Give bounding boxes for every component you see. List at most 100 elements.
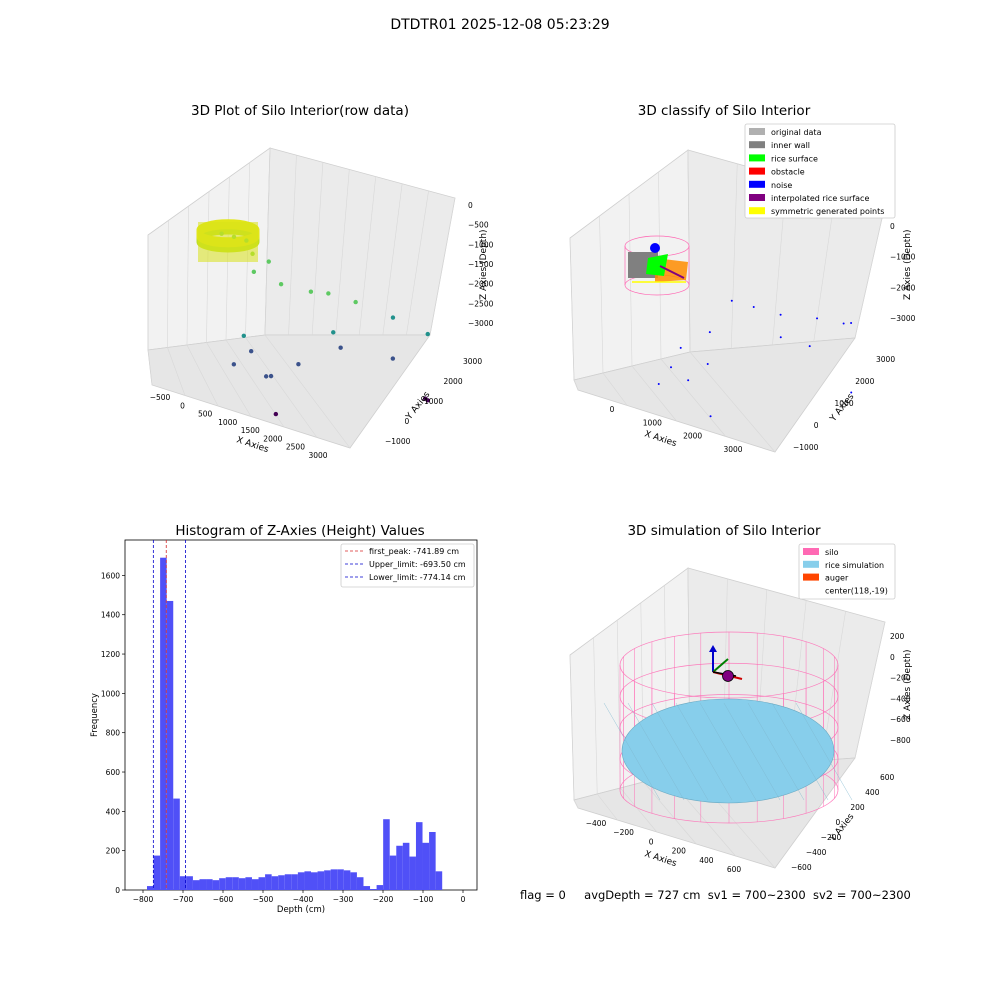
- panel3-title: Histogram of Z-Axies (Height) Values: [175, 523, 425, 539]
- panel4-legend-swatch: [803, 560, 819, 568]
- panel2-silo-cluster: [624, 235, 690, 296]
- panel4-x-tick-label: 600: [727, 865, 742, 874]
- panel3-y-tick-label: 1600: [101, 571, 120, 580]
- panel2-noise-point: [779, 336, 782, 339]
- panel3-bar: [343, 870, 351, 890]
- panel1-x-tick-label: 3000: [308, 451, 327, 460]
- panel3-bar: [245, 877, 252, 890]
- panel2-legend-label: inner wall: [771, 141, 810, 150]
- panel3-bar: [147, 886, 154, 890]
- panel1-y-tick-label: 1000: [424, 397, 443, 406]
- panel1-data-point: [263, 374, 269, 379]
- panel4-z-tick-label: −400: [890, 694, 911, 703]
- panel1-z-label: Z Axies (Depth): [479, 229, 489, 300]
- panel1-z-ticks: 0 −500 −1000 −1500 −2000 −2500 −3000: [468, 201, 494, 328]
- panel2-noise-point: [657, 383, 660, 386]
- panel4-y-tick-label: −400: [806, 848, 827, 857]
- panel1-x-tick-label: −500: [150, 393, 171, 402]
- panel3-bar: [435, 871, 443, 890]
- panel4-x-ticks: −400 −200 0 200 400 600: [586, 819, 742, 874]
- panel2-noise-point: [752, 305, 755, 308]
- panel4-rice-mesh: [603, 702, 853, 801]
- panel1-data-point: [326, 291, 331, 296]
- panel3-y-tick-label: 1000: [101, 689, 120, 698]
- status-sv2: sv2 = 700~2300: [812, 888, 911, 902]
- panel3-bar: [402, 842, 410, 890]
- panel4-legend-label: rice simulation: [825, 561, 884, 570]
- panel2-y-tick-label: 3000: [876, 355, 895, 364]
- panel3-legend-label: first_peak: -741.89 cm: [369, 547, 459, 556]
- panel4-x-tick-label: 400: [699, 856, 714, 865]
- panel3-x-tick-label: −300: [333, 895, 354, 904]
- panel4-x-tick-label: −200: [613, 828, 634, 837]
- panel2-noise-point: [730, 299, 733, 302]
- panel1-data-point: [249, 349, 254, 354]
- panel1-data-point: [250, 251, 255, 256]
- panel2-noise-point: [706, 363, 709, 366]
- panel1-x-tick-label: 1500: [241, 426, 260, 435]
- panel3-bar: [429, 831, 436, 890]
- panel1-data-point: [278, 281, 284, 287]
- panel1-data-point: [244, 238, 249, 243]
- panel1-z-tick-label: −3000: [468, 319, 494, 328]
- panel3-x-tick-label: −200: [373, 895, 394, 904]
- panel3-bar: [232, 877, 239, 890]
- panel2-x-tick-label: 2000: [683, 432, 702, 441]
- panel2-z-ticks: 0 −1000 −2000 −3000: [890, 222, 916, 323]
- panel1-z-tick-label: 0: [468, 201, 473, 210]
- panel3-bar: [356, 877, 364, 890]
- panel1-title: 3D Plot of Silo Interior(row data): [191, 103, 409, 119]
- panel3-x-tick-label: −400: [293, 895, 314, 904]
- panel4-legend-label: center(118,-19): [825, 586, 888, 595]
- panel4-y-tick-label: 400: [865, 788, 880, 797]
- panel2-legend-swatch: [749, 180, 765, 188]
- panel4-y-tick-label: 600: [880, 773, 895, 782]
- panel3-bar: [376, 885, 384, 890]
- panel3-bar: [219, 878, 226, 890]
- panel2-legend-swatch: [749, 167, 765, 175]
- panel2-y-tick-label: 1000: [835, 399, 854, 408]
- panel3-bar: [212, 880, 220, 890]
- panel3-bar: [238, 878, 246, 890]
- panel2-x-ticks: 0 1000 2000 3000: [610, 405, 743, 454]
- panel3-bar: [153, 855, 161, 890]
- panel1-y-tick-label: 0: [405, 417, 410, 426]
- panel3-bar: [363, 886, 371, 890]
- panel4-x-tick-label: −400: [586, 819, 607, 828]
- panel3-bar: [173, 798, 180, 890]
- panel3-bar: [160, 557, 167, 890]
- panel3-bar: [317, 871, 325, 890]
- panel1-data-point: [296, 362, 301, 367]
- panel2-legend-label: interpolated rice surface: [771, 194, 869, 203]
- panel2-x-tick-label: 3000: [723, 445, 742, 454]
- panel3-bar: [225, 877, 233, 890]
- panel2-legend: original data inner wall rice surface obsta…: [744, 123, 896, 219]
- panel1-data-point: [425, 331, 430, 337]
- panel1-data-point: [273, 411, 279, 417]
- panel4-y-tick-label: −200: [821, 833, 842, 842]
- panel3-bar: [199, 879, 207, 890]
- status-sv1: sv1 = 700~2300: [707, 888, 806, 902]
- panel2-legend-swatch: [749, 207, 765, 215]
- panel1-x-tick-label: 2500: [286, 443, 305, 452]
- panel2-x-tick-label: 0: [610, 405, 615, 414]
- panel3-bar: [304, 871, 311, 890]
- status-flag: flag = 0: [520, 888, 566, 902]
- panel4-y-label: Y Axies: [828, 812, 857, 845]
- panel2-noise-point: [709, 415, 712, 418]
- panel1-z-tick-label: −1000: [468, 240, 494, 249]
- panel4-legend: silo rice simulation auger center(118,-19): [798, 543, 896, 600]
- panel1-data-point: [266, 259, 271, 264]
- panel3-bar: [330, 869, 338, 890]
- panel4-z-tick-label: 200: [890, 632, 905, 641]
- panel2-legend-swatch: [749, 128, 765, 135]
- panel3-bar: [415, 822, 423, 890]
- panel2-noise-point: [679, 346, 682, 349]
- panel3-x-label: Depth (cm): [277, 905, 325, 915]
- panel3-bars: [147, 557, 443, 890]
- panel2-x-tick-label: 1000: [643, 418, 662, 427]
- panel3-y-tick-label: 1200: [101, 650, 120, 659]
- panel4-z-tick-label: −200: [890, 674, 911, 683]
